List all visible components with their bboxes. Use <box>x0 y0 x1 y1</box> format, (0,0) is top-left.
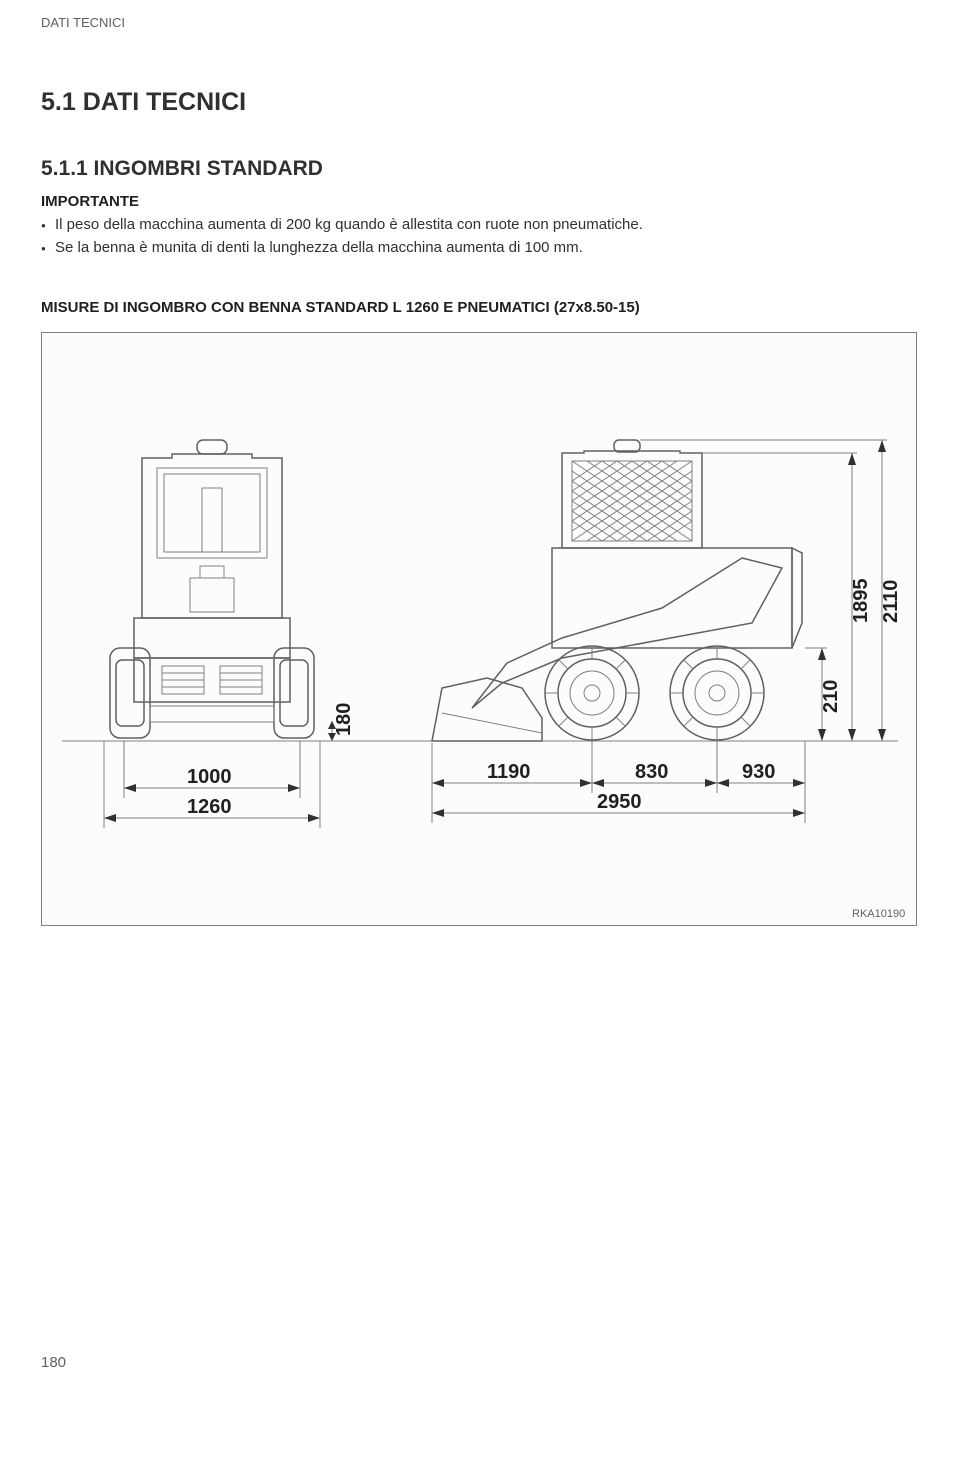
bullet-item: Se la benna è munita di denti la lunghez… <box>41 237 919 260</box>
bullet-list: Il peso della macchina aumenta di 200 kg… <box>41 214 919 259</box>
front-view: 180 1000 1260 <box>104 440 355 828</box>
measure-title: MISURE DI INGOMBRO CON BENNA STANDARD L … <box>41 299 919 316</box>
svg-text:830: 830 <box>635 761 668 783</box>
svg-text:180: 180 <box>333 703 355 736</box>
svg-text:210: 210 <box>820 680 842 713</box>
subsection-title: 5.1.1 INGOMBRI STANDARD <box>41 157 919 181</box>
page-number: 180 <box>41 1354 66 1371</box>
diagram-box: 180 1000 1260 <box>41 332 917 926</box>
technical-drawing: 180 1000 1260 <box>42 333 918 927</box>
side-view: 210 1895 2110 1190 <box>432 440 902 823</box>
svg-text:2110: 2110 <box>880 580 902 623</box>
section-title: 5.1 DATI TECNICI <box>41 88 919 117</box>
svg-text:930: 930 <box>742 761 775 783</box>
bullet-item: Il peso della macchina aumenta di 200 kg… <box>41 214 919 237</box>
svg-text:1895: 1895 <box>850 579 872 624</box>
svg-text:RKA10190: RKA10190 <box>852 908 905 920</box>
page-header: DATI TECNICI <box>41 15 919 30</box>
important-label: IMPORTANTE <box>41 193 919 210</box>
svg-text:1260: 1260 <box>187 796 232 818</box>
svg-text:1190: 1190 <box>487 761 530 783</box>
svg-text:1000: 1000 <box>187 766 232 788</box>
svg-text:2950: 2950 <box>597 791 642 813</box>
